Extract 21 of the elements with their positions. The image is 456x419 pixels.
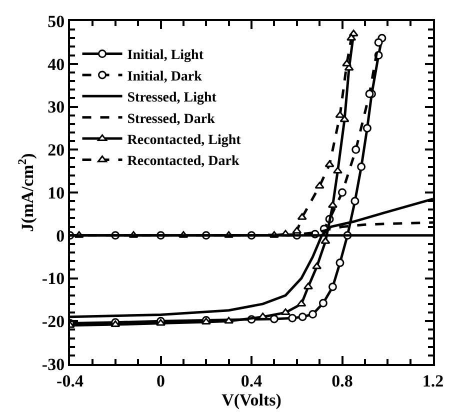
x-tick-label: -0.4 bbox=[56, 371, 84, 390]
y-tick-label: 40 bbox=[48, 54, 65, 74]
x-tick-label: 1.2 bbox=[422, 371, 444, 390]
y-tick-label: -20 bbox=[42, 312, 65, 332]
legend-label: Recontacted, Dark bbox=[127, 154, 240, 170]
y-tick-label: -10 bbox=[42, 269, 65, 288]
legend-label: Recontacted, Light bbox=[127, 133, 242, 148]
legend-label: Stressed, Light bbox=[127, 90, 217, 106]
y-tick-label: 0 bbox=[56, 226, 65, 246]
x-tick-label: 0 bbox=[156, 371, 165, 390]
x-axis-title: V(Volts) bbox=[222, 390, 282, 410]
x-tick-label: 0.4 bbox=[240, 371, 263, 390]
y-tick-label: 10 bbox=[48, 183, 65, 202]
y-tick-label: -30 bbox=[42, 354, 65, 374]
x-tick-label: 0.8 bbox=[332, 371, 353, 390]
legend-label: Initial, Dark bbox=[127, 69, 202, 84]
y-tick-label: 30 bbox=[48, 98, 65, 117]
y-tick-label: 50 bbox=[48, 12, 65, 31]
legend-label: Stressed, Dark bbox=[127, 112, 216, 127]
legend-label: Initial, Light bbox=[127, 48, 204, 64]
y-tick-label: 20 bbox=[48, 140, 65, 160]
